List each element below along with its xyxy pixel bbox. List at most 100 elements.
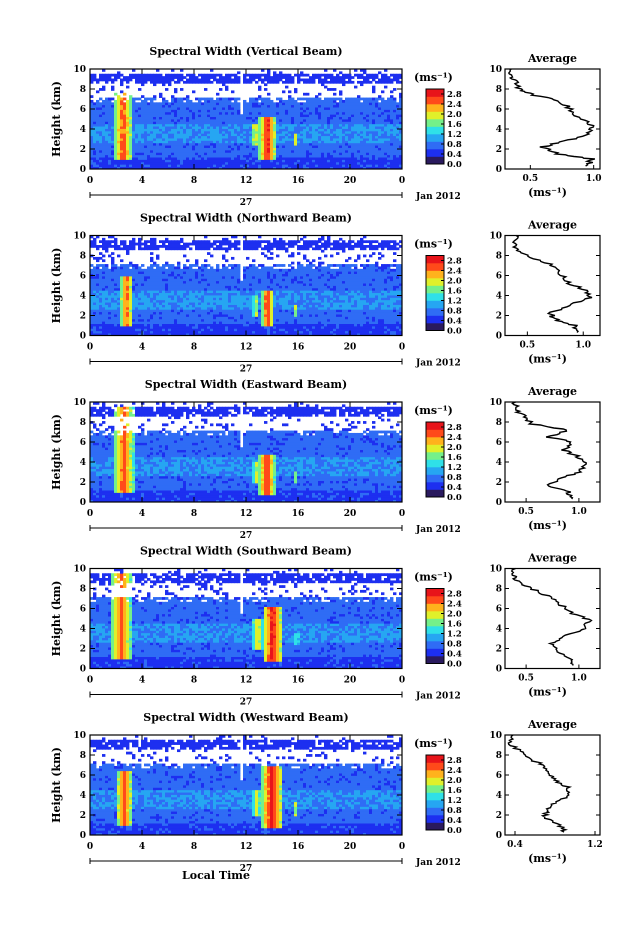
heatmap-cell xyxy=(120,143,123,146)
heatmap-cell xyxy=(273,109,276,112)
heatmap-cell xyxy=(105,328,108,331)
heatmap-cell xyxy=(144,328,147,331)
heatmap-cell xyxy=(291,162,294,165)
heatmap-cell xyxy=(99,105,102,108)
heatmap-cell xyxy=(300,140,303,143)
heatmap-cell xyxy=(156,324,159,327)
heatmap-cell xyxy=(99,98,102,101)
heatmap-cell xyxy=(120,112,123,115)
heatmap-cell xyxy=(234,129,237,132)
heatmap-cell xyxy=(114,133,117,136)
heatmap-cell xyxy=(198,109,201,112)
heatmap-cell xyxy=(117,114,120,117)
heatmap-cell xyxy=(138,321,141,324)
heatmap-cell xyxy=(174,312,177,315)
heatmap-cell xyxy=(321,102,324,105)
heatmap-cell xyxy=(117,331,120,334)
heatmap-cell xyxy=(186,302,189,305)
heatmap-cell xyxy=(186,112,189,115)
heatmap-cell xyxy=(309,143,312,146)
heatmap-cell xyxy=(153,107,156,110)
heatmap-cell xyxy=(369,121,372,124)
heatmap-cell xyxy=(270,121,273,124)
heatmap-cell xyxy=(174,319,177,322)
heatmap-cell xyxy=(201,145,204,148)
heatmap-cell xyxy=(282,114,285,117)
heatmap-cell xyxy=(177,119,180,122)
heatmap-cell xyxy=(315,131,318,134)
heatmap-cell xyxy=(120,276,123,279)
heatmap-cell xyxy=(276,114,279,117)
heatmap-cell xyxy=(207,100,210,103)
heatmap-cell xyxy=(315,152,318,155)
heatmap-cell xyxy=(279,157,282,160)
heatmap-cell xyxy=(351,143,354,146)
heatmap-cell xyxy=(228,105,231,108)
colorbar-swatch xyxy=(426,142,444,150)
heatmap-cell xyxy=(111,152,114,155)
heatmap-cell xyxy=(237,105,240,108)
heatmap-cell xyxy=(159,305,162,308)
heatmap-cell xyxy=(348,148,351,151)
heatmap-cell xyxy=(387,109,390,112)
heatmap-cell xyxy=(180,133,183,136)
heatmap-cell xyxy=(192,145,195,148)
heatmap-cell xyxy=(111,319,114,322)
heatmap-cell xyxy=(111,305,114,308)
heatmap-cell xyxy=(342,136,345,139)
heatmap-cell xyxy=(378,95,381,98)
heatmap-cell xyxy=(225,74,228,77)
heatmap-cell xyxy=(144,126,147,129)
heatmap-cell xyxy=(189,121,192,124)
heatmap-cell xyxy=(111,316,114,319)
heatmap-cell xyxy=(273,157,276,160)
heatmap-cell xyxy=(357,119,360,122)
heatmap-cell xyxy=(210,155,213,158)
heatmap-cell xyxy=(264,109,267,112)
heatmap-cell xyxy=(303,152,306,155)
heatmap-cell xyxy=(267,93,270,96)
heatmap-cell xyxy=(138,109,141,112)
heatmap-cell xyxy=(177,124,180,127)
heatmap-cell xyxy=(111,283,114,286)
heatmap-cell xyxy=(315,119,318,122)
heatmap-cell xyxy=(225,164,228,167)
heatmap-cell xyxy=(327,145,330,148)
heatmap-cell xyxy=(93,117,96,120)
heatmap-cell xyxy=(132,148,135,151)
heatmap-cell xyxy=(381,126,384,129)
heatmap-cell xyxy=(177,321,180,324)
heatmap-cell xyxy=(297,74,300,77)
heatmap-cell xyxy=(285,152,288,155)
heatmap-cell xyxy=(174,331,177,334)
heatmap-cell xyxy=(216,136,219,139)
heatmap-cell xyxy=(306,112,309,115)
heatmap-cell xyxy=(108,331,111,334)
heatmap-cell xyxy=(168,324,171,327)
heatmap-cell xyxy=(99,79,102,82)
heatmap-cell xyxy=(96,259,99,262)
heatmap-cell xyxy=(204,328,207,331)
heatmap-cell xyxy=(168,126,171,129)
heatmap-cell xyxy=(126,119,129,122)
heatmap-cell xyxy=(288,119,291,122)
heatmap-cell xyxy=(177,314,180,317)
heatmap-cell xyxy=(156,148,159,151)
heatmap-cell xyxy=(171,159,174,162)
heatmap-cell xyxy=(114,140,117,143)
heatmap-cell xyxy=(120,281,123,284)
heatmap-cell xyxy=(234,164,237,167)
heatmap-cell xyxy=(378,119,381,122)
heatmap-cell xyxy=(258,119,261,122)
heatmap-cell xyxy=(216,131,219,134)
heatmap-cell xyxy=(123,321,126,324)
heatmap-cell xyxy=(294,121,297,124)
heatmap-cell xyxy=(231,131,234,134)
heatmap-cell xyxy=(141,114,144,117)
heatmap-cell xyxy=(156,121,159,124)
heatmap-cell xyxy=(336,148,339,151)
heatmap-cell xyxy=(213,114,216,117)
heatmap-cell xyxy=(168,117,171,120)
heatmap-cell xyxy=(342,79,345,82)
heatmap-cell xyxy=(231,102,234,105)
